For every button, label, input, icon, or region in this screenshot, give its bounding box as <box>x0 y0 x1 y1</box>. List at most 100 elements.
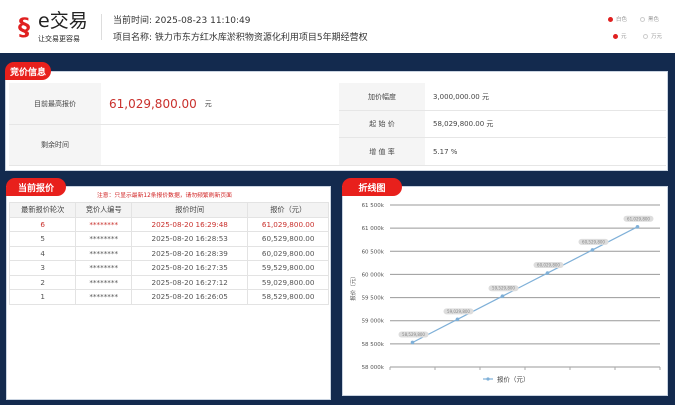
legend-marker-icon <box>486 377 490 381</box>
bids-table: 最新报价轮次 竞价人编号 报价时间 报价（元） 6 ******** 2025-08-20… <box>8 202 329 305</box>
unit-yuan-radio[interactable]: 元 <box>613 32 627 40</box>
y-tick-label: 59 000k <box>362 319 385 325</box>
highest-bid-unit: 元 <box>204 99 212 108</box>
column-header: 最新报价轮次 <box>8 202 77 218</box>
data-label-bg <box>488 285 519 292</box>
rate-label: 增 值 率 <box>339 138 425 166</box>
start-price-label: 起 始 价 <box>339 111 425 138</box>
table-row: 6 ******** 2025-08-20 16:29:48 61,029,800.0… <box>8 216 329 232</box>
legend-label[interactable]: 报价（元） <box>497 375 530 384</box>
highest-bid-amount: 61,029,800.00 <box>109 96 197 111</box>
tab-current-bids: 当前报价 <box>6 178 66 196</box>
remaining-time-label: 剩余时间 <box>9 125 101 166</box>
highest-bid-value: 61,029,800.00 元 <box>101 83 339 125</box>
y-tick-label: 61 500k <box>362 203 385 209</box>
data-label: 59,029,800 <box>447 309 470 314</box>
table-cell: 2025-08-20 16:28:53 <box>130 231 249 247</box>
y-tick-label: 60 500k <box>362 249 385 255</box>
table-cell: 2025-08-20 16:26:05 <box>130 289 249 305</box>
theme-black-radio[interactable]: 黑色 <box>640 15 659 23</box>
table-row: 4 ******** 2025-08-20 16:28:39 60,029,800.0… <box>8 245 329 261</box>
table-row: 3 ******** 2025-08-20 16:27:35 59,529,800.0… <box>8 260 329 276</box>
start-price-value: 58,029,800.00 元 <box>425 111 666 138</box>
y-tick-label: 58 500k <box>362 342 385 348</box>
data-point[interactable] <box>545 271 550 275</box>
table-cell: 2025-08-20 16:29:48 <box>130 216 249 232</box>
highest-bid-label: 目前最高报价 <box>9 83 101 125</box>
data-label: 58,529,800 <box>402 332 425 337</box>
table-cell: 5 <box>8 231 77 247</box>
increment-value: 3,000,000.00 元 <box>425 83 666 111</box>
radio-dot-icon <box>613 33 618 39</box>
logo[interactable]: § e交易 让交易更容易 <box>18 10 88 46</box>
table-cell: ******** <box>75 231 132 247</box>
table-cell: 58,529,800.00 <box>247 289 329 305</box>
radio-dot-icon <box>643 33 648 39</box>
data-label: 59,529,800 <box>492 286 515 291</box>
table-cell: 59,029,800.00 <box>247 274 329 290</box>
data-point[interactable] <box>500 294 505 298</box>
data-point[interactable] <box>590 248 595 252</box>
y-tick-label: 59 500k <box>362 296 385 302</box>
theme-white-radio[interactable]: 白色 <box>608 15 627 23</box>
table-cell: 59,529,800.00 <box>247 260 329 276</box>
tab-bid-info: 竞价信息 <box>5 62 51 80</box>
column-header: 竞价人编号 <box>75 202 132 218</box>
table-cell: ******** <box>75 274 132 290</box>
data-label: 60,529,800 <box>582 239 605 244</box>
data-label-bg <box>443 308 474 315</box>
radio-dot-icon <box>640 16 645 22</box>
series-line <box>412 226 638 344</box>
table-cell: ******** <box>75 289 132 305</box>
table-cell: 61,029,800.00 <box>247 216 329 232</box>
data-label: 61,029,800 <box>627 216 650 221</box>
data-label: 60,029,800 <box>537 263 560 268</box>
logo-mark-icon: § <box>18 13 30 41</box>
table-cell: 1 <box>8 289 77 305</box>
column-header: 报价（元） <box>247 202 329 218</box>
y-tick-label: 60 000k <box>362 272 385 278</box>
table-cell: 2 <box>8 274 77 290</box>
y-tick-label: 61 000k <box>362 226 385 232</box>
radio-dot-icon <box>608 16 613 22</box>
table-cell: ******** <box>75 216 132 232</box>
chart-panel: 58 000k 58 500k 59 000k 59 500k 60 000k 60 50… <box>342 186 668 396</box>
data-label-bg <box>533 262 564 269</box>
current-bids-panel: 最新报价轮次 竞价人编号 报价时间 报价（元） 6 ******** 2025-08-20… <box>6 186 331 400</box>
table-cell: 6 <box>8 216 77 232</box>
current-time: 当前时间: 2025-08-23 11:10:49 <box>113 16 251 26</box>
table-row: 2 ******** 2025-08-20 16:27:12 59,029,800.0… <box>8 274 329 290</box>
data-label-bg <box>578 238 609 245</box>
project-name: 项目名称: 铁力市东方红水库淤积物资源化利用项目5年期经营权 <box>113 33 368 43</box>
rate-value: 5.17 % <box>425 138 666 166</box>
remaining-time-value <box>101 125 339 166</box>
tab-line-chart: 折线图 <box>342 178 402 196</box>
table-cell: 3 <box>8 260 77 276</box>
header: § e交易 让交易更容易 当前时间: 2025-08-23 11:10:49 项… <box>0 0 675 53</box>
data-point[interactable] <box>410 340 415 345</box>
table-cell: 60,029,800.00 <box>247 245 329 261</box>
line-chart: 58 000k 58 500k 59 000k 59 500k 60 000k 60 50… <box>349 203 661 384</box>
y-tick-label: 58 000k <box>362 365 385 371</box>
table-cell: 2025-08-20 16:27:12 <box>130 274 249 290</box>
bid-info-panel: 目前最高报价 61,029,800.00 元 剩余时间 加价幅度 3,000,00… <box>5 71 668 171</box>
divider <box>101 14 102 40</box>
logo-slogan: 让交易更容易 <box>38 35 80 43</box>
bids-note: 注意：只显示最新12条报价数据，请勿频繁刷新页面 <box>97 193 232 199</box>
table-cell: ******** <box>75 260 132 276</box>
data-point[interactable] <box>635 224 640 229</box>
table-cell: 2025-08-20 16:28:39 <box>130 245 249 261</box>
data-point[interactable] <box>455 317 460 322</box>
data-label-bg <box>398 331 429 338</box>
increment-label: 加价幅度 <box>339 83 425 111</box>
y-axis-label: 报价（元） <box>349 273 357 301</box>
table-cell: 60,529,800.00 <box>247 231 329 247</box>
logo-name: e交易 <box>38 10 88 32</box>
column-header: 报价时间 <box>130 202 249 218</box>
table-cell: 2025-08-20 16:27:35 <box>130 260 249 276</box>
table-cell: 4 <box>8 245 77 261</box>
table-row: 1 ******** 2025-08-20 16:26:05 58,529,800.0… <box>8 289 329 305</box>
table-row: 5 ******** 2025-08-20 16:28:53 60,529,800.0… <box>8 231 329 247</box>
unit-wanyuan-radio[interactable]: 万元 <box>643 32 662 40</box>
data-label-bg <box>623 215 654 222</box>
